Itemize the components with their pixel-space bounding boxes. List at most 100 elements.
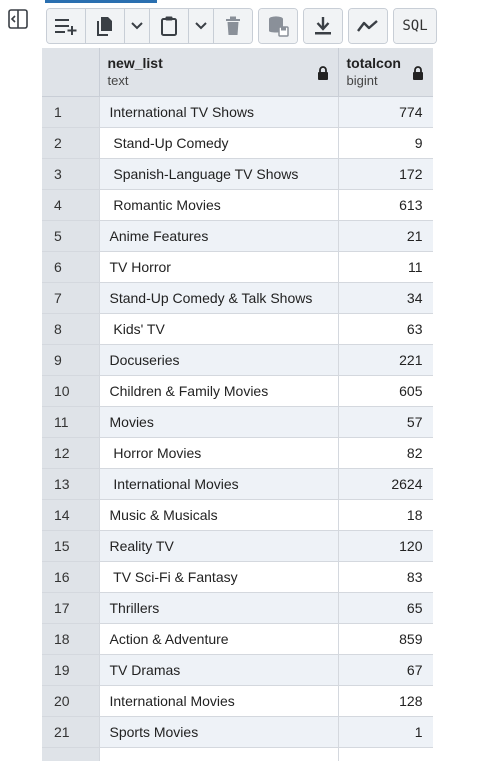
row-number-cell[interactable]: 11 bbox=[42, 406, 100, 438]
table-row[interactable]: 8 Kids' TV 63 bbox=[42, 313, 433, 345]
new-list-cell[interactable] bbox=[99, 747, 339, 761]
new-list-cell[interactable]: Sports Movies bbox=[99, 716, 339, 748]
row-number-cell[interactable]: 6 bbox=[42, 251, 100, 283]
row-number-cell[interactable] bbox=[42, 747, 100, 761]
table-row[interactable]: 9 Docuseries 221 bbox=[42, 344, 433, 376]
row-number-cell[interactable]: 15 bbox=[42, 530, 100, 562]
table-row[interactable]: 3 Spanish-Language TV Shows 172 bbox=[42, 158, 433, 190]
totalcon-cell[interactable]: 18 bbox=[338, 499, 433, 531]
row-number-cell[interactable]: 5 bbox=[42, 220, 100, 252]
row-number-cell[interactable]: 2 bbox=[42, 127, 100, 159]
new-list-cell[interactable]: Reality TV bbox=[99, 530, 339, 562]
row-number-cell[interactable]: 9 bbox=[42, 344, 100, 376]
new-list-cell[interactable]: Stand-Up Comedy & Talk Shows bbox=[99, 282, 339, 314]
row-number-cell[interactable]: 18 bbox=[42, 623, 100, 655]
new-list-cell[interactable]: Music & Musicals bbox=[99, 499, 339, 531]
table-row[interactable]: 20 International Movies 128 bbox=[42, 685, 433, 717]
row-number-cell[interactable]: 7 bbox=[42, 282, 100, 314]
totalcon-cell[interactable]: 63 bbox=[338, 313, 433, 345]
table-row[interactable]: 13 International Movies 2624 bbox=[42, 468, 433, 500]
copy-button[interactable] bbox=[86, 9, 125, 43]
paste-button[interactable] bbox=[150, 9, 189, 43]
delete-button[interactable] bbox=[214, 9, 252, 43]
table-row[interactable]: 14 Music & Musicals 18 bbox=[42, 499, 433, 531]
table-row[interactable]: 15 Reality TV 120 bbox=[42, 530, 433, 562]
row-number-cell[interactable]: 8 bbox=[42, 313, 100, 345]
new-list-cell[interactable]: Children & Family Movies bbox=[99, 375, 339, 407]
panel-toggle-icon[interactable] bbox=[5, 6, 31, 32]
table-row[interactable]: 10 Children & Family Movies 605 bbox=[42, 375, 433, 407]
totalcon-cell[interactable]: 21 bbox=[338, 220, 433, 252]
row-number-cell[interactable]: 21 bbox=[42, 716, 100, 748]
new-list-cell[interactable]: Stand-Up Comedy bbox=[99, 127, 339, 159]
row-number-cell[interactable]: 4 bbox=[42, 189, 100, 221]
new-list-cell[interactable]: Thrillers bbox=[99, 592, 339, 624]
totalcon-cell[interactable]: 9 bbox=[338, 127, 433, 159]
column-header-new-list[interactable]: new_list text bbox=[99, 48, 339, 97]
totalcon-cell[interactable]: 67 bbox=[338, 654, 433, 686]
totalcon-cell[interactable]: 34 bbox=[338, 282, 433, 314]
totalcon-cell[interactable]: 172 bbox=[338, 158, 433, 190]
new-list-cell[interactable]: Anime Features bbox=[99, 220, 339, 252]
table-row[interactable]: 21 Sports Movies 1 bbox=[42, 716, 433, 748]
totalcon-cell[interactable]: 65 bbox=[338, 592, 433, 624]
paste-options-dropdown[interactable] bbox=[189, 9, 214, 43]
totalcon-cell[interactable]: 82 bbox=[338, 437, 433, 469]
graph-visualiser-button[interactable] bbox=[349, 9, 387, 43]
totalcon-cell[interactable]: 11 bbox=[338, 251, 433, 283]
row-number-cell[interactable]: 17 bbox=[42, 592, 100, 624]
copy-options-dropdown[interactable] bbox=[125, 9, 150, 43]
totalcon-cell[interactable]: 83 bbox=[338, 561, 433, 593]
table-row[interactable]: 12 Horror Movies 82 bbox=[42, 437, 433, 469]
add-row-button[interactable] bbox=[47, 9, 86, 43]
row-number-cell[interactable]: 14 bbox=[42, 499, 100, 531]
totalcon-cell[interactable]: 120 bbox=[338, 530, 433, 562]
table-row[interactable]: 1 International TV Shows 774 bbox=[42, 96, 433, 128]
table-row[interactable]: 4 Romantic Movies 613 bbox=[42, 189, 433, 221]
totalcon-cell[interactable]: 774 bbox=[338, 96, 433, 128]
new-list-cell[interactable]: International Movies bbox=[99, 685, 339, 717]
totalcon-cell[interactable]: 57 bbox=[338, 406, 433, 438]
new-list-cell[interactable]: Spanish-Language TV Shows bbox=[99, 158, 339, 190]
new-list-cell[interactable]: International Movies bbox=[99, 468, 339, 500]
row-number-cell[interactable]: 10 bbox=[42, 375, 100, 407]
table-row[interactable]: 7 Stand-Up Comedy & Talk Shows 34 bbox=[42, 282, 433, 314]
table-row[interactable]: 18 Action & Adventure 859 bbox=[42, 623, 433, 655]
new-list-cell[interactable]: Romantic Movies bbox=[99, 189, 339, 221]
sql-button[interactable]: SQL bbox=[394, 9, 436, 43]
totalcon-cell[interactable] bbox=[338, 747, 433, 761]
table-row[interactable]: 19 TV Dramas 67 bbox=[42, 654, 433, 686]
table-row[interactable]: 2 Stand-Up Comedy 9 bbox=[42, 127, 433, 159]
table-row[interactable]: 6 TV Horror 11 bbox=[42, 251, 433, 283]
totalcon-cell[interactable]: 605 bbox=[338, 375, 433, 407]
new-list-cell[interactable]: Movies bbox=[99, 406, 339, 438]
new-list-cell[interactable]: Horror Movies bbox=[99, 437, 339, 469]
totalcon-cell[interactable]: 2624 bbox=[338, 468, 433, 500]
table-row[interactable]: 17 Thrillers 65 bbox=[42, 592, 433, 624]
new-list-cell[interactable]: TV Dramas bbox=[99, 654, 339, 686]
row-number-cell[interactable]: 3 bbox=[42, 158, 100, 190]
table-row[interactable]: 11 Movies 57 bbox=[42, 406, 433, 438]
row-number-cell[interactable]: 16 bbox=[42, 561, 100, 593]
new-list-cell[interactable]: International TV Shows bbox=[99, 96, 339, 128]
row-number-cell[interactable]: 13 bbox=[42, 468, 100, 500]
table-row[interactable]: 16 TV Sci-Fi & Fantasy 83 bbox=[42, 561, 433, 593]
new-list-cell[interactable]: TV Sci-Fi & Fantasy bbox=[99, 561, 339, 593]
new-list-cell[interactable]: Kids' TV bbox=[99, 313, 339, 345]
row-number-cell[interactable]: 20 bbox=[42, 685, 100, 717]
totalcon-cell[interactable]: 221 bbox=[338, 344, 433, 376]
table-row[interactable] bbox=[42, 747, 433, 761]
totalcon-cell[interactable]: 613 bbox=[338, 189, 433, 221]
row-number-header[interactable] bbox=[42, 48, 100, 97]
new-list-cell[interactable]: Action & Adventure bbox=[99, 623, 339, 655]
column-header-totalcon[interactable]: totalcon bigint bbox=[338, 48, 433, 97]
row-number-cell[interactable]: 19 bbox=[42, 654, 100, 686]
totalcon-cell[interactable]: 1 bbox=[338, 716, 433, 748]
row-number-cell[interactable]: 1 bbox=[42, 96, 100, 128]
new-list-cell[interactable]: Docuseries bbox=[99, 344, 339, 376]
download-button[interactable] bbox=[304, 9, 342, 43]
totalcon-cell[interactable]: 859 bbox=[338, 623, 433, 655]
new-list-cell[interactable]: TV Horror bbox=[99, 251, 339, 283]
row-number-cell[interactable]: 12 bbox=[42, 437, 100, 469]
save-data-button[interactable] bbox=[259, 9, 297, 43]
